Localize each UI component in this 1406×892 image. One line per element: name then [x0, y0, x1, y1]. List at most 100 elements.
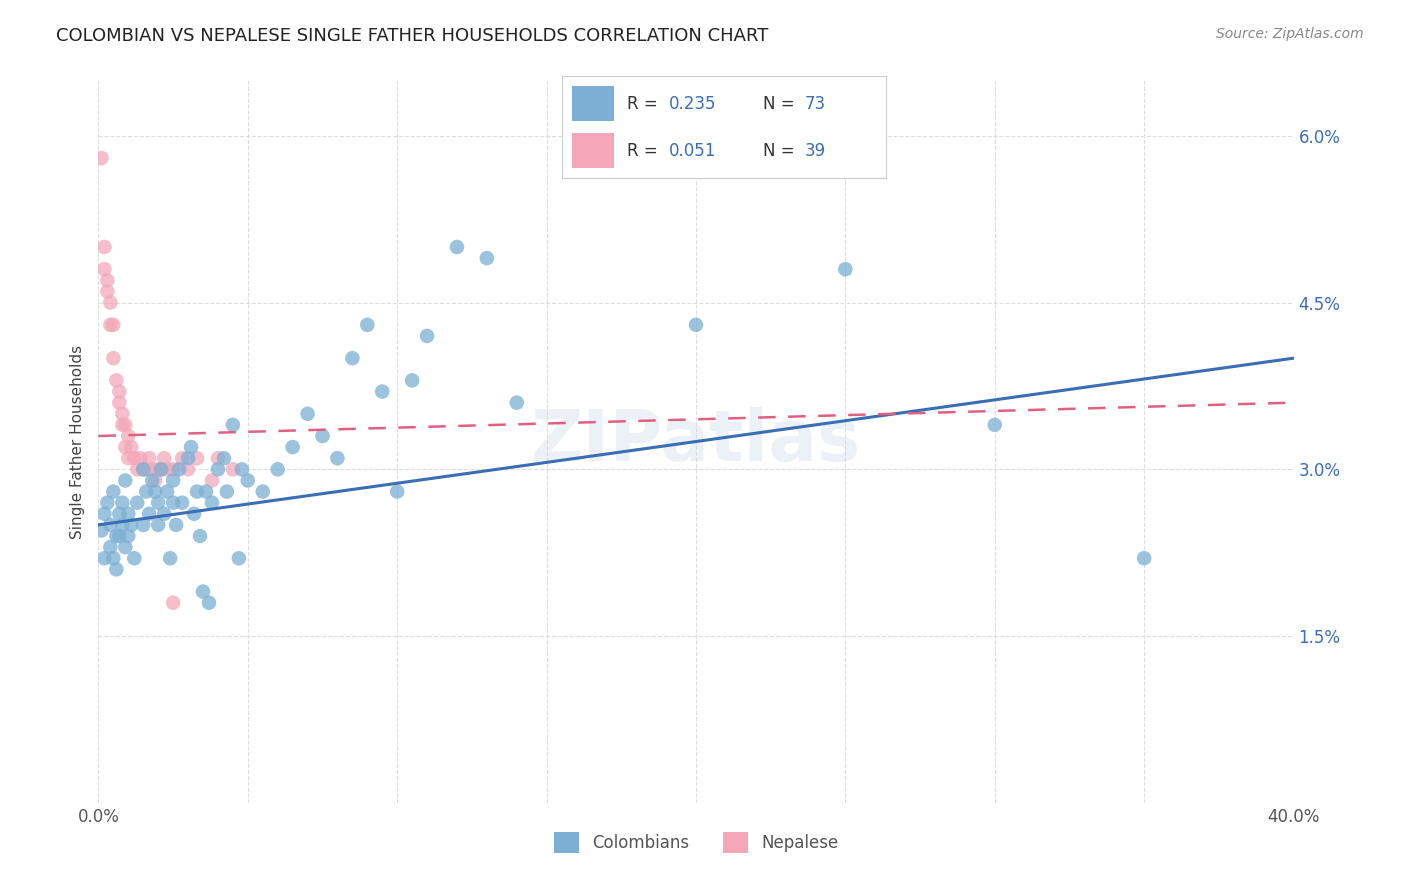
Point: [135, 484, 157, 499]
Point: [222, 417, 245, 432]
Point: [117, 451, 139, 466]
Point: [132, 517, 155, 532]
Point: [148, 462, 170, 476]
Point: [138, 507, 160, 521]
Text: N =: N =: [763, 95, 800, 112]
Text: N =: N =: [763, 142, 800, 160]
Point: [111, 417, 134, 432]
Point: [416, 329, 439, 343]
Point: [159, 551, 181, 566]
Point: [105, 373, 128, 387]
Point: [212, 451, 235, 466]
Point: [93, 507, 115, 521]
Point: [111, 517, 134, 532]
Point: [311, 429, 333, 443]
Point: [153, 507, 176, 521]
Point: [162, 596, 184, 610]
Point: [150, 462, 173, 476]
Point: [195, 484, 218, 499]
Point: [446, 240, 468, 254]
Point: [201, 474, 224, 488]
Point: [98, 318, 122, 332]
Point: [96, 285, 118, 299]
Point: [162, 496, 184, 510]
Point: [143, 484, 166, 499]
Text: R =: R =: [627, 142, 664, 160]
FancyBboxPatch shape: [572, 87, 614, 121]
Point: [207, 451, 229, 466]
Point: [129, 451, 152, 466]
Point: [93, 551, 115, 566]
Point: [685, 318, 707, 332]
Point: [222, 462, 245, 476]
Point: [127, 496, 149, 510]
Point: [506, 395, 529, 409]
Point: [114, 540, 136, 554]
Point: [124, 551, 146, 566]
Point: [98, 517, 122, 532]
Point: [143, 474, 166, 488]
Point: [108, 529, 131, 543]
Point: [236, 474, 259, 488]
Text: 39: 39: [804, 142, 827, 160]
Point: [326, 451, 349, 466]
Point: [167, 462, 190, 476]
Point: [111, 407, 134, 421]
Text: 0.235: 0.235: [669, 95, 717, 112]
Point: [103, 484, 125, 499]
Point: [186, 484, 208, 499]
Point: [90, 151, 112, 165]
Point: [93, 262, 115, 277]
Point: [297, 407, 319, 421]
Point: [201, 496, 224, 510]
Point: [124, 451, 146, 466]
Point: [198, 596, 221, 610]
Point: [132, 462, 155, 476]
Point: [135, 462, 157, 476]
Point: [183, 507, 205, 521]
Point: [177, 462, 200, 476]
Point: [127, 462, 149, 476]
Point: [180, 440, 202, 454]
Point: [153, 451, 176, 466]
Point: [356, 318, 378, 332]
Text: R =: R =: [627, 95, 664, 112]
Point: [132, 462, 155, 476]
Point: [177, 451, 200, 466]
Point: [105, 529, 128, 543]
Point: [162, 462, 184, 476]
Text: ZIPatlas: ZIPatlas: [531, 407, 860, 476]
Point: [108, 395, 131, 409]
Text: Source: ZipAtlas.com: Source: ZipAtlas.com: [1216, 27, 1364, 41]
Point: [191, 584, 214, 599]
Point: [103, 318, 125, 332]
Point: [138, 451, 160, 466]
Point: [114, 474, 136, 488]
Point: [120, 517, 142, 532]
Point: [385, 484, 409, 499]
Point: [141, 462, 163, 476]
Point: [117, 507, 139, 521]
Point: [141, 474, 163, 488]
Point: [98, 295, 122, 310]
Point: [105, 562, 128, 576]
Text: 0.051: 0.051: [669, 142, 717, 160]
Point: [231, 462, 253, 476]
Point: [207, 462, 229, 476]
Point: [108, 507, 131, 521]
Point: [117, 529, 139, 543]
Point: [172, 451, 194, 466]
Point: [96, 496, 118, 510]
Point: [93, 240, 115, 254]
Point: [1133, 551, 1156, 566]
Point: [165, 517, 187, 532]
Point: [252, 484, 274, 499]
Point: [215, 484, 238, 499]
Point: [156, 462, 179, 476]
Point: [114, 417, 136, 432]
Text: 73: 73: [804, 95, 827, 112]
Point: [371, 384, 394, 399]
Point: [111, 496, 134, 510]
Point: [117, 429, 139, 443]
Text: COLOMBIAN VS NEPALESE SINGLE FATHER HOUSEHOLDS CORRELATION CHART: COLOMBIAN VS NEPALESE SINGLE FATHER HOUS…: [56, 27, 769, 45]
